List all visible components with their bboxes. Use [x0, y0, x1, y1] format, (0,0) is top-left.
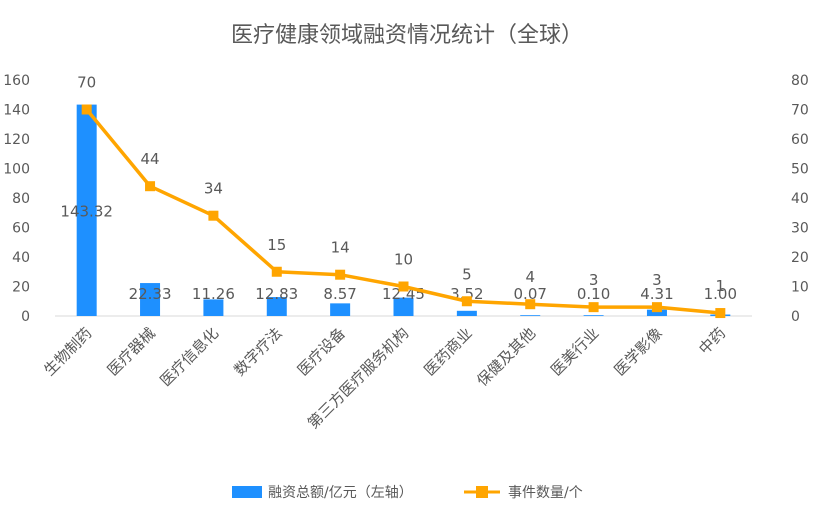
y-left-tick-label: 40 — [12, 250, 30, 266]
bar-data-label: 143.32 — [60, 202, 113, 220]
bar — [76, 104, 97, 316]
category-labels-layer: 生物制药 医疗器械医疗信息化 数字疗法 医疗设备第三方医疗服务机构 医药商业保健及其他医… — [40, 324, 729, 432]
category-label: 医疗设备 — [294, 324, 349, 379]
bar-data-label: 0.10 — [577, 285, 610, 303]
line-data-label: 44 — [140, 150, 159, 168]
chart-title: 医疗健康领域融资情况统计（全球） — [231, 23, 583, 48]
bar — [520, 315, 541, 316]
y-left-tick-label: 0 — [21, 309, 30, 325]
line-point — [271, 266, 282, 277]
category-label: 医美行业 — [547, 324, 602, 379]
bar — [140, 283, 161, 316]
bar — [330, 303, 351, 316]
legend-label-funding: 融资总额/亿元（左轴） — [268, 485, 413, 501]
line-point — [651, 302, 662, 313]
bar-data-label: 4.31 — [640, 285, 673, 303]
y-right-tick-label: 80 — [791, 73, 809, 89]
legend-marker-events — [476, 486, 488, 498]
y-left-tick-label: 60 — [12, 221, 30, 237]
bar — [393, 297, 414, 316]
category-label: 医药商业 — [421, 324, 476, 379]
legend-swatch-funding — [232, 486, 262, 498]
line-data-label: 70 — [77, 74, 96, 92]
y-left-tick-label: 140 — [3, 103, 30, 119]
category-label: 数字疗法 — [230, 324, 285, 379]
y-right-tick-label: 10 — [791, 280, 809, 296]
bar-data-label: 0.07 — [514, 285, 547, 303]
y-right-tick-label: 60 — [791, 132, 809, 148]
bar-data-label: 12.83 — [255, 285, 298, 303]
bar-data-label: 11.26 — [192, 285, 235, 303]
line-point — [461, 296, 472, 307]
line-data-label: 5 — [462, 265, 472, 283]
bar — [266, 297, 287, 316]
bar — [203, 299, 224, 316]
y-left-tick-label: 100 — [3, 162, 30, 178]
line-point — [525, 299, 536, 310]
line-point — [145, 181, 156, 192]
line-data-label: 10 — [394, 251, 413, 269]
category-label: 医疗器械 — [104, 324, 159, 379]
category-label: 医学影像 — [611, 324, 666, 379]
line-point — [208, 210, 219, 221]
y-right-tick-label: 20 — [791, 250, 809, 266]
line-data-label: 15 — [267, 236, 286, 254]
line-data-label: 3 — [589, 271, 599, 289]
line-point — [588, 302, 599, 313]
line-data-label: 1 — [716, 277, 726, 295]
line-point — [335, 269, 346, 280]
bars-layer — [76, 104, 731, 316]
line-point — [715, 308, 726, 319]
line-data-label: 34 — [204, 180, 223, 198]
line-data-label: 3 — [652, 271, 662, 289]
bar-data-label: 8.57 — [323, 285, 356, 303]
axes-layer: 0 20 40 60 80 100 120 140 160 0 10 20 30 40 50 60 70 80 — [3, 73, 809, 325]
category-label: 医疗信息化 — [156, 324, 222, 390]
line-point — [398, 281, 409, 292]
y-left-tick-label: 160 — [3, 73, 30, 89]
y-right-tick-label: 0 — [791, 309, 800, 325]
y-left-tick-label: 120 — [3, 132, 30, 148]
category-label: 中药 — [695, 324, 729, 358]
line-data-label: 14 — [331, 239, 350, 257]
legend: 融资总额/亿元（左轴） 事件数量/个 — [232, 485, 583, 501]
bar-data-label: 22.33 — [129, 285, 172, 303]
y-left-tick-label: 80 — [12, 191, 30, 207]
bar — [456, 310, 477, 316]
line-labels-layer: 70 44 34 15 14 10 5 4 3 3 1 — [77, 74, 725, 296]
bar — [646, 309, 667, 316]
line-layer — [81, 104, 726, 319]
y-right-tick-label: 30 — [791, 221, 809, 237]
category-label: 保健及其他 — [473, 324, 539, 390]
legend-label-events: 事件数量/个 — [508, 485, 583, 501]
y-right-tick-label: 50 — [791, 162, 809, 178]
y-right-tick-label: 40 — [791, 191, 809, 207]
line-point — [81, 104, 92, 115]
y-left-tick-label: 20 — [12, 280, 30, 296]
bar — [583, 315, 604, 316]
line-data-label: 4 — [525, 268, 535, 286]
y-right-tick-label: 70 — [791, 103, 809, 119]
category-label: 生物制药 — [40, 324, 95, 379]
bar-data-label: 1.00 — [704, 285, 737, 303]
